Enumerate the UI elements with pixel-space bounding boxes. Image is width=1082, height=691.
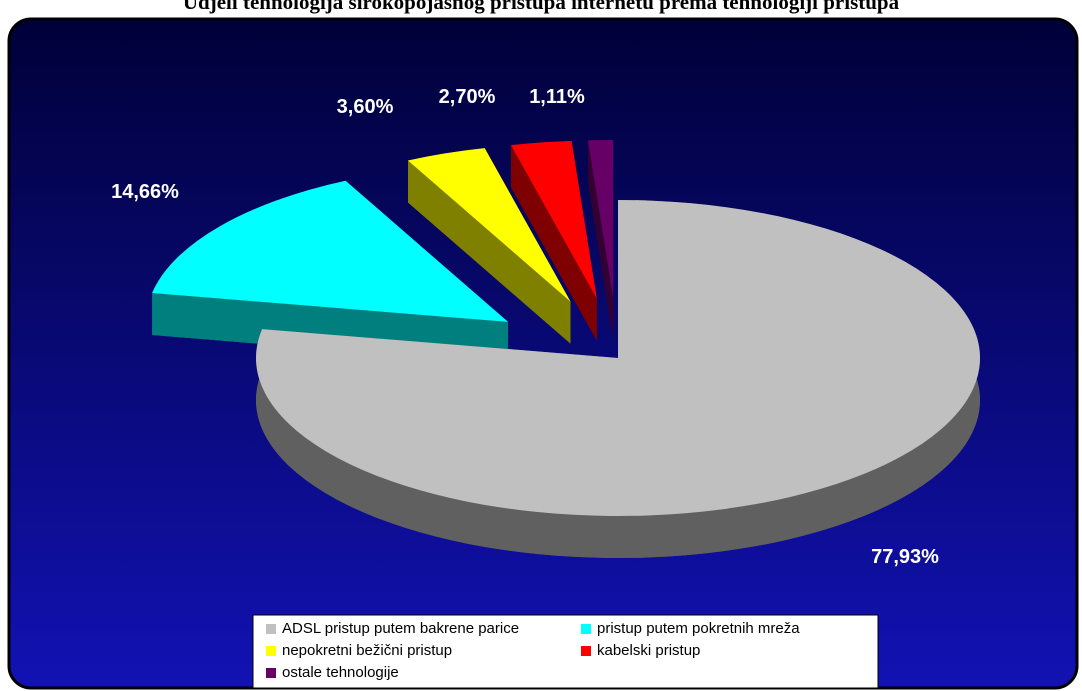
slice xyxy=(407,148,571,344)
slice xyxy=(587,139,614,340)
slice-top xyxy=(256,200,980,516)
legend-swatch xyxy=(581,624,591,634)
slice xyxy=(256,200,980,558)
slice-wall xyxy=(587,140,614,340)
legend-label: kabelski pristup xyxy=(597,642,700,659)
legend-swatch xyxy=(266,624,276,634)
data-label: 1,11% xyxy=(529,86,585,108)
data-label: 2,70% xyxy=(439,86,496,108)
legend-swatch xyxy=(266,668,276,678)
slice-top xyxy=(407,148,571,302)
slice-wall xyxy=(510,145,597,341)
chart-title: Udjeli tehnologija širokopojasnog pristu… xyxy=(183,0,900,14)
legend-label: ostale tehnologije xyxy=(282,664,399,681)
slice-top xyxy=(510,141,597,299)
slice-wall xyxy=(407,160,571,344)
legend-label: nepokretni bežični pristup xyxy=(282,642,452,659)
legend-swatch xyxy=(266,646,276,656)
data-label: 3,60% xyxy=(337,96,394,118)
legend-swatch xyxy=(581,646,591,656)
labels: 77,93% 14,66% 3,60% 2,70% 1,11% xyxy=(111,86,939,568)
slice-top xyxy=(587,139,614,298)
pie xyxy=(152,139,980,558)
data-label: 77,93% xyxy=(871,546,939,568)
slice-top xyxy=(152,180,509,322)
data-label: 14,66% xyxy=(111,181,179,203)
legend-label: pristup putem pokretnih mreža xyxy=(597,620,800,637)
slice xyxy=(510,141,597,341)
legend-entries: ADSL pristup putem bakrene parice pristup… xyxy=(266,620,800,681)
legend xyxy=(252,614,879,689)
legend-label: ADSL pristup putem bakrene parice xyxy=(282,620,519,637)
